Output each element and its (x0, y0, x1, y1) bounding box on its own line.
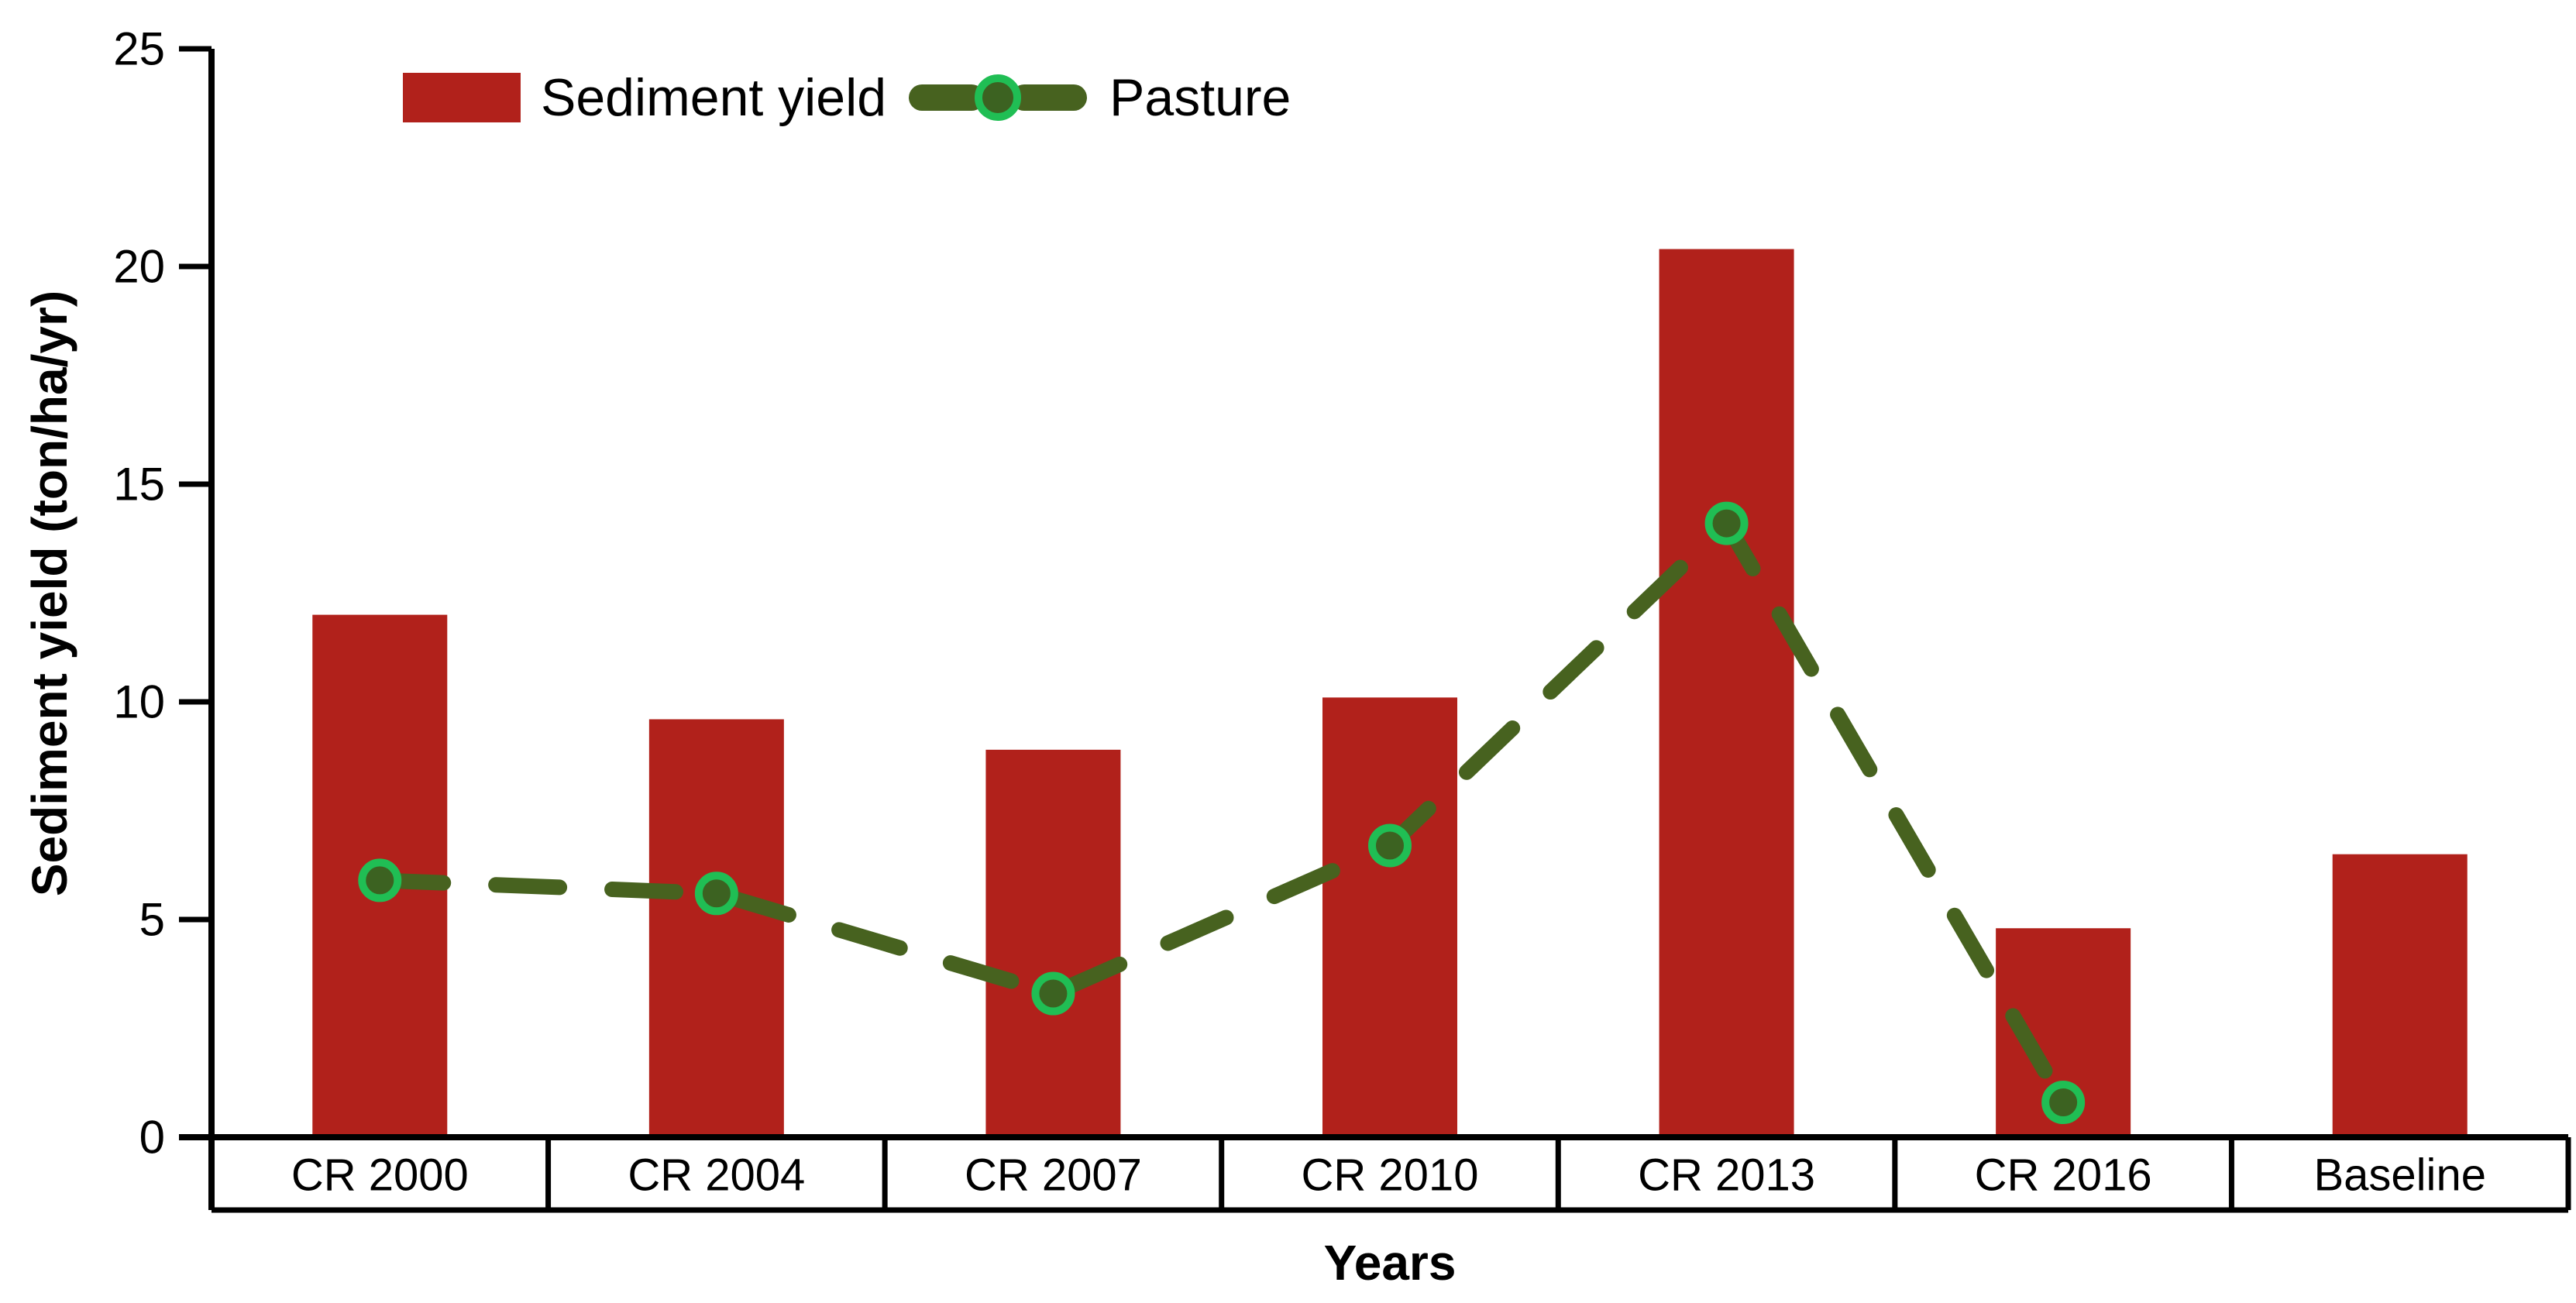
category-label-cr-2010: CR 2010 (1302, 1150, 1479, 1201)
legend-line-marker-icon (909, 74, 1088, 121)
y-tick-label-20: 20 (113, 241, 165, 293)
legend-bar-swatch-icon (403, 73, 521, 122)
pasture-marker-cr-2007 (1031, 971, 1075, 1016)
legend: Sediment yield Pasture (403, 67, 1291, 129)
legend-label-pasture: Pasture (1109, 68, 1291, 127)
legend-label-sediment-yield: Sediment yield (541, 68, 887, 127)
y-tick-label-5: 5 (139, 894, 165, 946)
bar-cr-2007 (985, 749, 1121, 1137)
bar-cr-2013 (1659, 249, 1794, 1137)
y-tick-label-0: 0 (139, 1112, 165, 1164)
y-axis-title: Sediment yield (ton/ha/yr) (22, 290, 77, 897)
category-label-cr-2004: CR 2004 (628, 1150, 805, 1201)
pasture-marker-cr-2016 (2041, 1081, 2086, 1125)
bar-cr-2004 (648, 719, 784, 1137)
category-label-cr-2016: CR 2016 (1975, 1150, 2152, 1201)
bar-baseline (2332, 854, 2468, 1137)
category-label-cr-2013: CR 2013 (1638, 1150, 1815, 1201)
y-tick-label-10: 10 (113, 676, 165, 728)
y-tick-label-15: 15 (113, 459, 165, 511)
x-axis-title: Years (1323, 1235, 1457, 1291)
bar-cr-2010 (1322, 697, 1457, 1137)
pasture-marker-cr-2000 (358, 858, 402, 902)
pasture-marker-cr-2013 (1704, 501, 1749, 545)
pasture-line (372, 515, 2072, 1111)
pasture-marker-cr-2010 (1368, 823, 1412, 868)
category-label-baseline: Baseline (2313, 1150, 2485, 1201)
y-tick-label-25: 25 (113, 23, 165, 75)
pasture-marker-cr-2004 (694, 872, 738, 916)
category-label-cr-2007: CR 2007 (965, 1150, 1142, 1201)
category-label-cr-2000: CR 2000 (291, 1150, 469, 1201)
